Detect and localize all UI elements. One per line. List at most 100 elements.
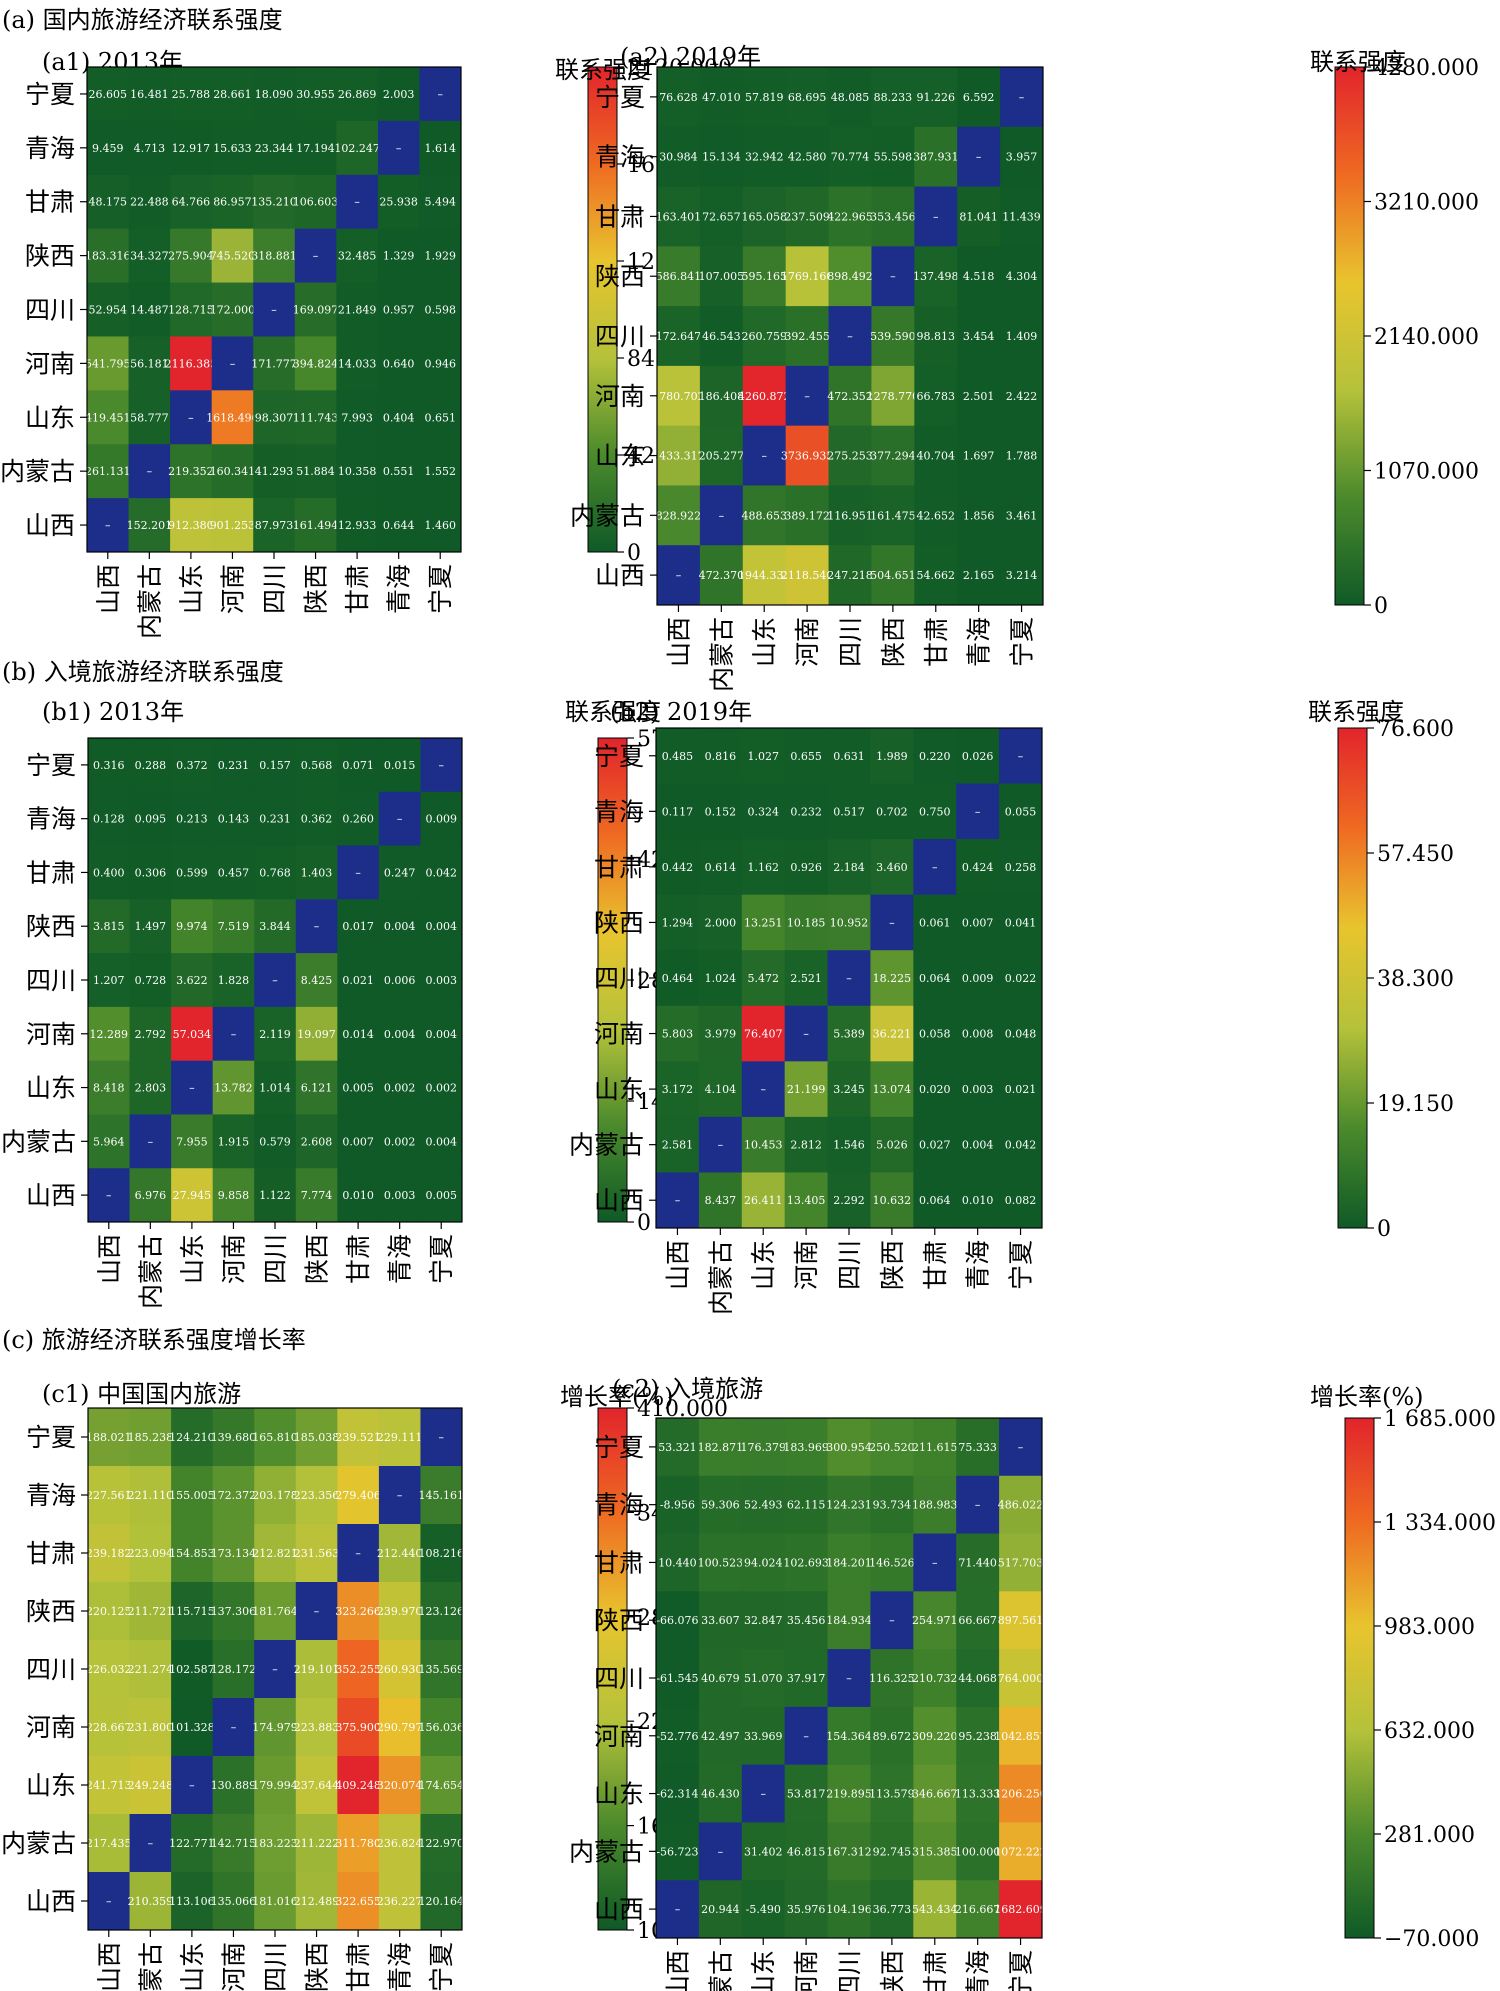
cell-label: 517.703	[998, 1556, 1044, 1569]
heatmap-cell	[254, 1060, 297, 1115]
cell-label: 392.455	[784, 330, 830, 343]
cell-label: 116.951	[827, 509, 873, 522]
row-label: 宁夏	[26, 1423, 76, 1452]
row-label: 陕西	[594, 908, 644, 937]
cell-label: 188.021	[86, 1431, 132, 1444]
cell-label: 1780.702	[652, 390, 705, 403]
heatmap-cell	[913, 728, 957, 785]
cell-label: 745.520	[210, 250, 256, 263]
heatmap-cell	[827, 1475, 871, 1535]
row-label: 陕西	[595, 262, 645, 291]
colorbar-label: 增长率(%)	[1310, 1383, 1424, 1411]
cell-label: –	[438, 759, 444, 772]
cell-label: 5.026	[876, 1139, 908, 1152]
heatmap-cell	[88, 1814, 131, 1873]
cell-label: 1.409	[1006, 330, 1038, 343]
heatmap-cell	[870, 1706, 914, 1766]
cell-label: 2.521	[790, 972, 822, 985]
heatmap-cell	[1000, 126, 1044, 188]
heatmap-cell	[254, 1640, 297, 1699]
row-label: 四川	[594, 1664, 644, 1693]
cell-label: 205.277	[699, 450, 745, 463]
heatmap-cell	[827, 728, 871, 785]
heatmap-cell	[336, 336, 379, 391]
heatmap-cell	[913, 1533, 957, 1592]
heatmap-cell	[420, 845, 463, 900]
row-label: 山西	[26, 1887, 76, 1916]
heatmap-cell	[212, 791, 255, 847]
cell-label: 237.644	[294, 1779, 340, 1792]
cell-label: 0.042	[425, 866, 457, 879]
heatmap-cell	[956, 894, 1000, 951]
heatmap-cell	[999, 1005, 1043, 1062]
cell-label: 142.715	[211, 1837, 257, 1850]
heatmap-cell	[337, 1114, 380, 1169]
heatmap-cell	[87, 67, 130, 122]
cell-label: 184.201	[826, 1556, 872, 1569]
heatmap-cell	[254, 899, 297, 954]
heatmap-cell	[254, 738, 297, 793]
cell-label: 0.517	[833, 805, 865, 818]
heatmap-cell	[295, 1698, 338, 1757]
cell-label: 3.957	[1006, 151, 1038, 164]
row-label: 青海	[595, 143, 645, 172]
row-label: 甘肃	[594, 1548, 644, 1577]
cell-label: 113.333	[955, 1788, 1001, 1801]
cell-label: 163.401	[656, 210, 702, 223]
heatmap-cell	[88, 1582, 131, 1641]
cell-label: 210.359	[128, 1895, 174, 1908]
heatmap-cell	[419, 67, 462, 122]
heatmap-cell	[254, 1006, 297, 1062]
heatmap-cell	[88, 1408, 131, 1467]
cell-label: 116.325	[869, 1672, 915, 1685]
cell-label: 62.115	[787, 1499, 826, 1512]
heatmap-cell	[828, 246, 872, 307]
row-label: 山东	[595, 442, 645, 471]
heatmap-cell	[870, 1649, 914, 1708]
heatmap-cell	[254, 1872, 297, 1931]
cell-label: 130.889	[211, 1779, 257, 1792]
heatmap-cell	[656, 1880, 700, 1939]
colorbar-tick-label: 632.000	[1384, 1719, 1475, 1744]
cell-label: 186.408	[699, 390, 745, 403]
cell-label: 169.097	[293, 304, 339, 317]
cell-label: 0.220	[919, 750, 951, 763]
cell-label: 0.957	[383, 304, 415, 317]
cell-label: 387.931	[913, 151, 959, 164]
heatmap-cell	[295, 791, 338, 847]
cell-label: 185.038	[294, 1431, 340, 1444]
heatmap-cell	[785, 485, 830, 546]
heatmap-cell	[657, 545, 701, 606]
cell-label: 30.984	[659, 151, 698, 164]
row-label: 内蒙古	[0, 457, 75, 486]
col-label: 内蒙古	[136, 1234, 165, 1309]
cell-label: 185.238	[128, 1431, 174, 1444]
cell-label: 0.260	[342, 813, 374, 826]
cell-label: 13.251	[744, 916, 783, 929]
cell-label: 9.459	[92, 142, 124, 155]
heatmap-cell	[171, 1060, 214, 1115]
cell-label: –	[272, 1663, 278, 1676]
heatmap-cell	[336, 67, 379, 122]
heatmap-cell	[699, 485, 744, 546]
heatmap-cell	[420, 1408, 463, 1467]
cell-label: 57.819	[745, 91, 784, 104]
col-label: 河南	[793, 617, 822, 667]
heatmap-cell	[828, 186, 872, 247]
cell-label: –	[148, 1837, 154, 1850]
heatmap-cell	[378, 1466, 421, 1525]
cell-label: 5.803	[662, 1028, 694, 1041]
heatmap-cell	[785, 186, 830, 247]
row-label: 内蒙古	[1, 1829, 76, 1858]
cell-label: 1433.317	[652, 450, 705, 463]
section-title-c: (c) 旅游经济联系强度增长率	[2, 1326, 306, 1354]
cell-label: 0.009	[962, 972, 994, 985]
heatmap-cell	[656, 1475, 700, 1535]
colorbar-label: 增长率(%)	[560, 1383, 674, 1411]
cell-label: –	[676, 569, 682, 582]
col-label: 山西	[95, 1942, 124, 1991]
heatmap-cell	[999, 1418, 1043, 1477]
heatmap-cell	[913, 1591, 957, 1650]
heatmap-cell	[914, 365, 958, 427]
cell-label: 48.175	[89, 196, 128, 209]
